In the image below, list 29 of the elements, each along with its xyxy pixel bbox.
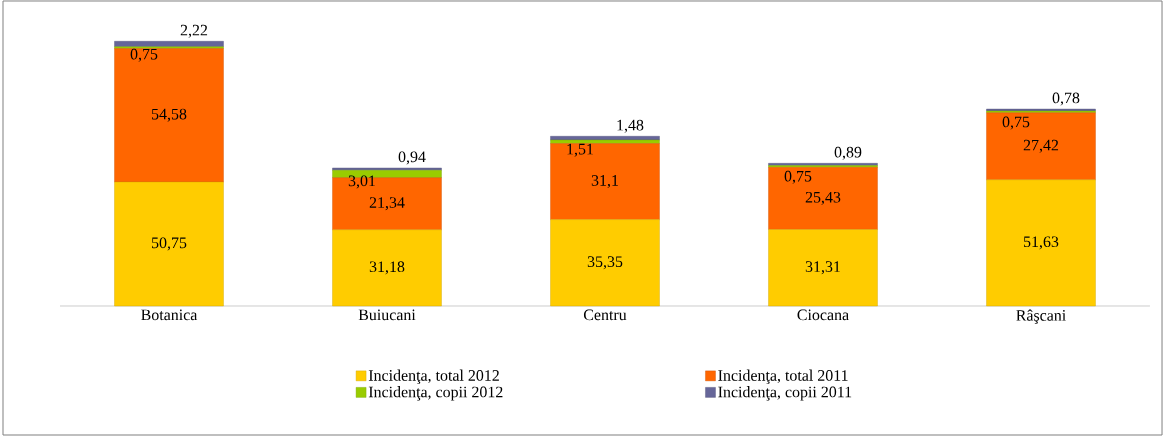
data-label: 0,75 [784,170,812,184]
data-label: 51,63 [1023,236,1059,250]
data-label: 35,35 [587,256,623,270]
legend-label: Incidenţa, total 2012 [368,369,499,385]
legend-label: Incidenţa, copii 2011 [718,386,852,401]
data-label: 2,22 [180,24,208,38]
data-label: 0,75 [1002,116,1030,130]
x-tick-label: Râşcani [1016,309,1066,324]
data-label: 25,43 [805,191,841,205]
data-label: 21,34 [369,197,405,211]
data-label: 1,48 [617,119,644,133]
x-tick-label: Centru [583,309,627,321]
x-tick-label: Botanica [141,309,198,321]
legend-label: Incidenţa, copii 2012 [368,386,503,401]
data-label: 0,89 [834,146,862,160]
legend-label: Incidenţa, total 2011 [718,369,848,385]
data-label: 31,1 [591,175,618,189]
data-label: 31,31 [805,261,840,275]
data-label: 0,94 [398,151,426,165]
data-label: 0,75 [130,48,158,62]
x-tick-label: Ciocana [797,309,849,321]
data-label: 54,58 [151,108,187,122]
data-label: 27,42 [1023,139,1059,153]
data-label: 3,01 [348,175,375,189]
data-label: 0,78 [1052,92,1080,106]
data-label: 31,18 [369,261,405,275]
x-tick-label: Buiucani [358,309,416,321]
data-label: 1,51 [567,143,593,157]
data-label: 50,75 [151,237,187,251]
